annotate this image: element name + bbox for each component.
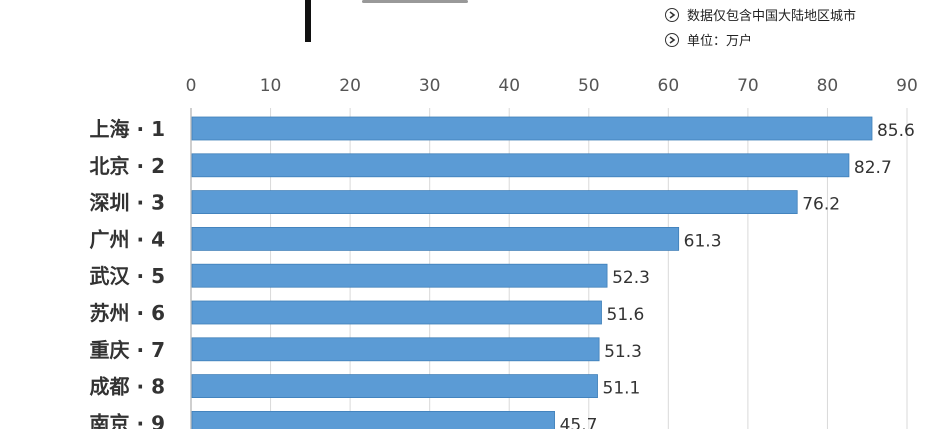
arrow-circle-icon	[665, 32, 679, 47]
bar	[191, 190, 798, 215]
bar	[191, 226, 680, 251]
x-tick-label: 60	[658, 76, 680, 96]
bar	[191, 300, 602, 325]
category-label: 上海 · 1	[90, 117, 165, 141]
value-label: 85.6	[877, 121, 915, 141]
category-label: 深圳 · 3	[90, 191, 165, 215]
bar	[191, 374, 598, 399]
x-tick-label: 0	[186, 76, 197, 96]
bar	[191, 116, 873, 141]
bar	[191, 410, 555, 429]
value-label: 51.1	[603, 379, 641, 399]
x-tick-label: 80	[817, 76, 839, 96]
category-label: 广州 · 4	[90, 227, 165, 251]
value-label: 61.3	[684, 231, 722, 251]
x-tick-label: 20	[339, 76, 361, 96]
category-label: 南京 · 9	[90, 411, 165, 429]
title-underline	[362, 0, 468, 3]
category-label: 苏州 · 6	[90, 301, 165, 325]
category-label: 重庆 · 7	[90, 338, 165, 362]
category-label: 武汉 · 5	[90, 264, 165, 288]
x-tick-label: 50	[578, 76, 600, 96]
value-label: 76.2	[802, 195, 840, 215]
value-label: 45.7	[560, 415, 598, 429]
value-label: 82.7	[854, 158, 892, 178]
note-unit-text: 单位：万户	[687, 34, 753, 49]
x-tick-label: 30	[419, 76, 441, 96]
x-tick-label: 70	[737, 76, 759, 96]
x-tick-label: 90	[896, 76, 918, 96]
category-label: 北京 · 2	[90, 154, 165, 178]
value-label: 51.3	[604, 342, 642, 362]
title-accent-bar	[305, 0, 311, 42]
x-tick-label: 40	[498, 76, 520, 96]
value-label: 51.6	[607, 305, 645, 325]
note-scope: 数据仅包含中国大陆地区城市	[665, 5, 856, 24]
note-unit: 单位：万户	[665, 30, 752, 49]
arrow-circle-icon	[665, 7, 679, 22]
value-label: 52.3	[612, 268, 650, 288]
bar	[191, 337, 600, 362]
bar	[191, 263, 608, 288]
bar	[191, 153, 850, 178]
category-label: 成都 · 8	[90, 375, 165, 399]
x-tick-label: 10	[260, 76, 282, 96]
note-scope-text: 数据仅包含中国大陆地区城市	[687, 9, 857, 24]
